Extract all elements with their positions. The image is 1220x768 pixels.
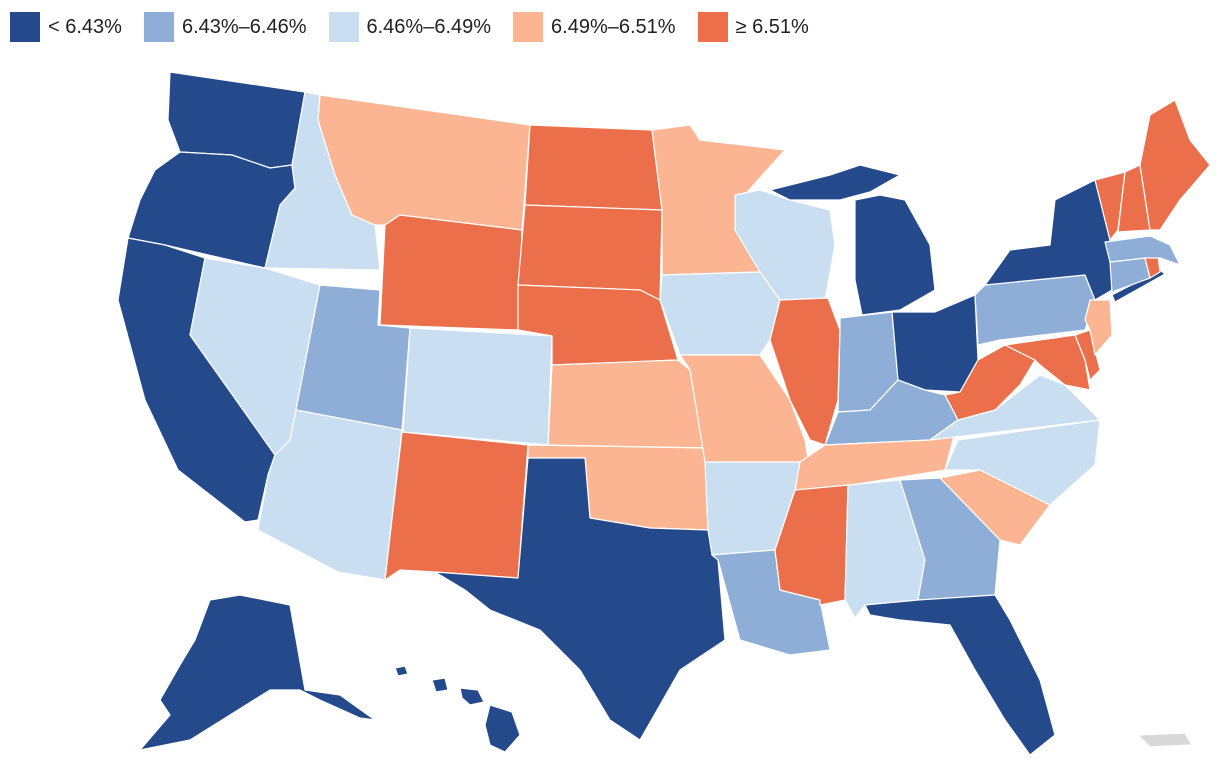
- state-CA[interactable]: [117, 237, 276, 523]
- state-ME[interactable]: [1139, 99, 1211, 231]
- legend-label: 6.43%–6.46%: [181, 15, 307, 38]
- legend-swatch: [10, 12, 40, 42]
- state-NM[interactable]: [384, 431, 529, 581]
- state-HI[interactable]: [394, 665, 521, 753]
- state-WY[interactable]: [379, 214, 523, 331]
- state-KS[interactable]: [547, 359, 706, 449]
- state-DE[interactable]: [1074, 329, 1101, 381]
- state-CO[interactable]: [402, 327, 553, 446]
- legend-label: 6.49%–6.51%: [551, 15, 676, 38]
- state-MT[interactable]: [317, 94, 531, 231]
- state-WI[interactable]: [734, 189, 836, 301]
- legend-item-6-49-6-51: 6.49%–6.51%: [513, 12, 676, 42]
- legend-label: 6.46%–6.49%: [366, 15, 492, 38]
- legend-item-6-46-6-49: 6.46%–6.49%: [328, 12, 492, 42]
- legend-label: ≥ 6.51%: [735, 15, 809, 38]
- legend-swatch: [697, 12, 728, 42]
- legend: < 6.43% 6.43%–6.46% 6.46%–6.49% 6.49%–6.…: [10, 12, 809, 42]
- legend-swatch: [513, 12, 544, 42]
- state-MO[interactable]: [679, 354, 811, 471]
- state-NJ[interactable]: [1084, 299, 1113, 356]
- state-OH[interactable]: [891, 294, 979, 393]
- legend-swatch: [143, 12, 174, 42]
- state-TX[interactable]: [434, 457, 726, 741]
- state-AK[interactable]: [139, 594, 376, 751]
- legend-item-6-43-6-46: 6.43%–6.46%: [143, 12, 307, 42]
- state-ND[interactable]: [524, 124, 663, 211]
- state-MA[interactable]: [1104, 235, 1181, 266]
- state-MI[interactable]: [769, 164, 936, 316]
- state-FL[interactable]: [864, 594, 1056, 756]
- territory-PR: [1137, 732, 1193, 748]
- legend-item-lt-6-43: < 6.43%: [10, 12, 122, 42]
- legend-item-gte-6-51: ≥ 6.51%: [697, 12, 809, 42]
- legend-label: < 6.43%: [48, 15, 122, 38]
- state-IA[interactable]: [659, 271, 781, 356]
- state-MS[interactable]: [774, 484, 849, 606]
- legend-swatch: [328, 12, 359, 42]
- state-NC[interactable]: [944, 419, 1101, 506]
- state-SC[interactable]: [939, 469, 1051, 546]
